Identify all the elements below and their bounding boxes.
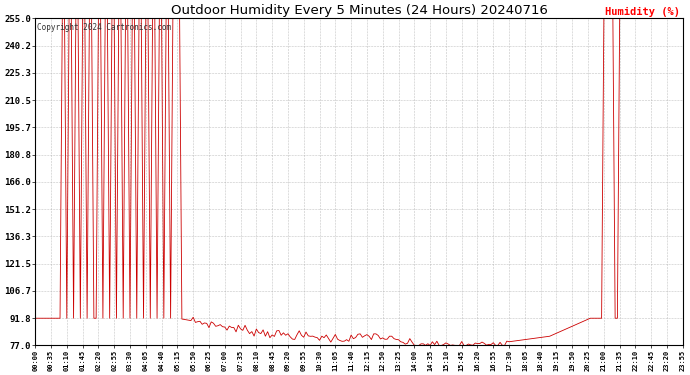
Text: Copyright 2024 Cartronics.com: Copyright 2024 Cartronics.com <box>37 23 170 32</box>
Text: Humidity (%): Humidity (%) <box>604 7 680 17</box>
Title: Outdoor Humidity Every 5 Minutes (24 Hours) 20240716: Outdoor Humidity Every 5 Minutes (24 Hou… <box>170 4 547 17</box>
